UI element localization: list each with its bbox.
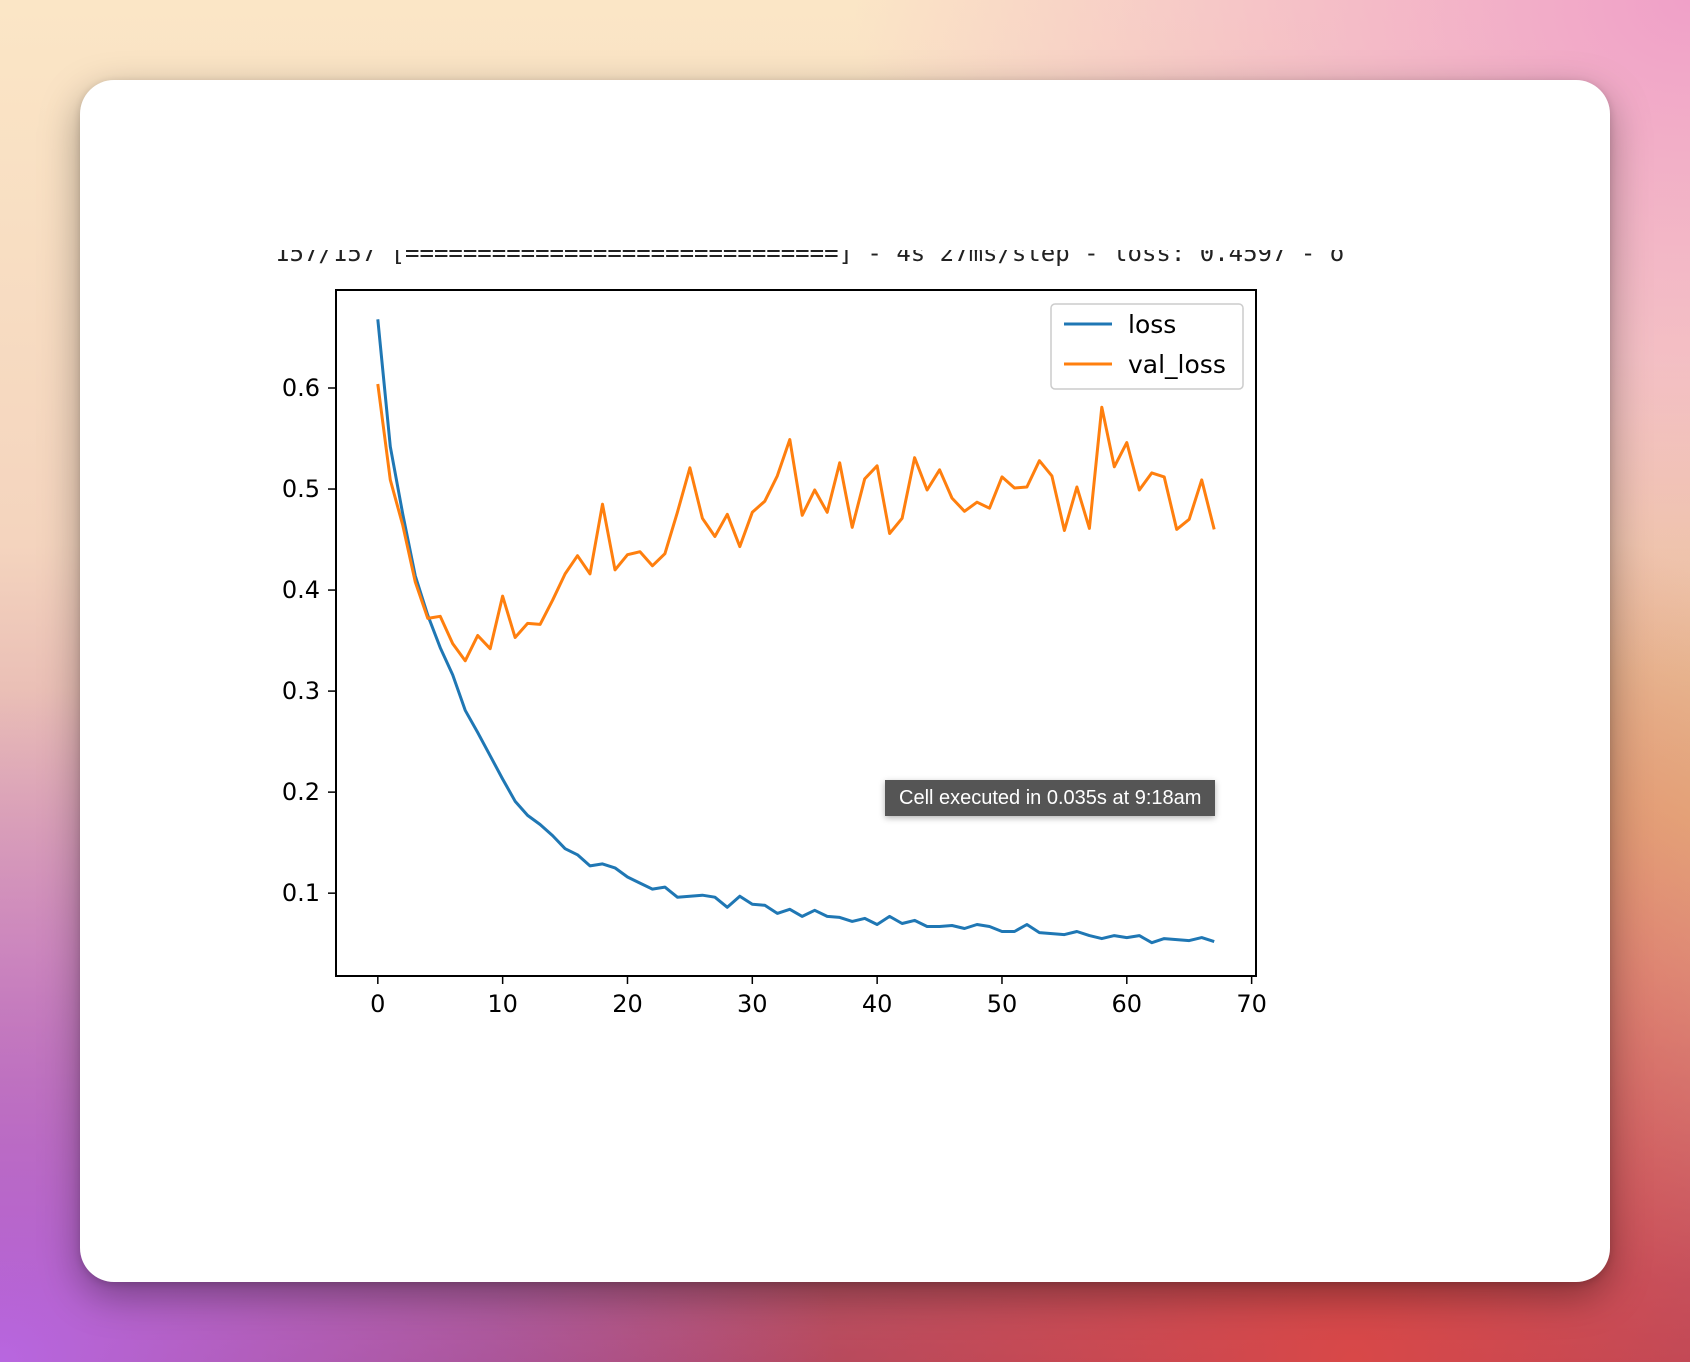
x-tick-label: 70 (1236, 990, 1267, 1018)
x-tick-label: 40 (862, 990, 893, 1018)
legend-label-loss: loss (1128, 310, 1176, 339)
x-tick-label: 0 (370, 990, 385, 1018)
x-tick-label: 30 (737, 990, 768, 1018)
cell-output-text: 157/157 [==============================]… (275, 250, 1345, 266)
y-tick-label: 0.5 (282, 475, 320, 503)
cell-execution-tooltip: Cell executed in 0.035s at 9:18am (885, 780, 1216, 816)
x-tick-label: 50 (987, 990, 1018, 1018)
cell-output-line: 157/157 [==============================]… (275, 250, 1515, 266)
y-tick-label: 0.6 (282, 374, 320, 402)
x-tick-label: 60 (1112, 990, 1143, 1018)
y-tick-label: 0.1 (282, 879, 320, 907)
legend: loss val_loss (1050, 303, 1244, 390)
series-line-val-loss (376, 383, 1216, 663)
plot-area-frame (335, 289, 1257, 977)
x-tick-label: 20 (612, 990, 643, 1018)
y-tick-label: 0.4 (282, 576, 320, 604)
series-lines (376, 319, 1216, 945)
axis-ticks: 0 10 20 30 40 50 60 70 0.1 0.2 0.3 0.4 0.5 0.6 (282, 374, 1267, 1018)
y-tick-label: 0.2 (282, 778, 320, 806)
loss-chart: 0 10 20 30 40 50 60 70 0.1 0.2 0.3 0.4 0.5 0.6 loss v… (282, 289, 1267, 1018)
x-tick-label: 10 (487, 990, 518, 1018)
notebook-output-card: 157/157 [==============================]… (80, 80, 1610, 1282)
series-line-loss (376, 319, 1215, 945)
y-tick-label: 0.3 (282, 677, 320, 705)
legend-label-val-loss: val_loss (1128, 350, 1226, 379)
